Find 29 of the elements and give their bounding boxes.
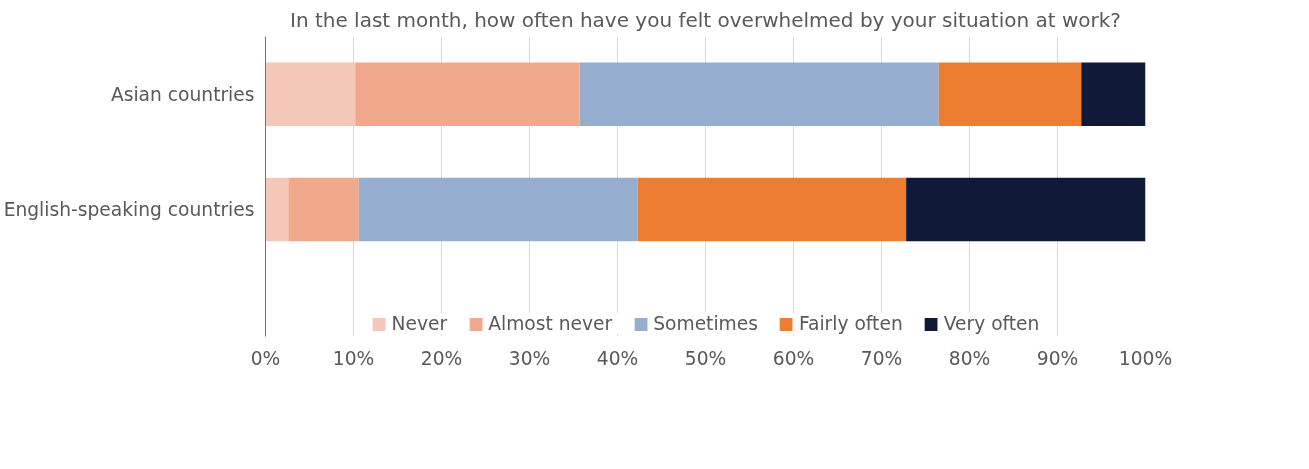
- bar: [1081, 62, 1146, 126]
- x-tick-label: 80%: [948, 347, 991, 369]
- legend-label: Sometimes: [653, 313, 758, 334]
- bar: [288, 177, 359, 242]
- x-tick-label: 40%: [596, 347, 639, 369]
- bar: [358, 177, 638, 242]
- x-tick-label: 90%: [1036, 347, 1079, 369]
- bar: [579, 62, 939, 126]
- bar: [938, 62, 1082, 126]
- bar: [265, 177, 289, 242]
- bar: [355, 62, 580, 126]
- x-tick-label: 50%: [684, 347, 727, 369]
- legend-label: Very often: [943, 313, 1040, 334]
- x-tick-label: 0%: [250, 347, 281, 369]
- y-tick-label: Asian countries: [110, 83, 255, 105]
- legend-label: Fairly often: [798, 313, 903, 334]
- bar: [265, 62, 356, 126]
- bar: [637, 177, 907, 242]
- legend-label: Never: [391, 313, 448, 334]
- x-tick-label: 20%: [420, 347, 463, 369]
- bar: [906, 177, 1146, 242]
- x-tick-label: 10%: [332, 347, 375, 369]
- legend-label: Almost never: [488, 313, 613, 334]
- chart-title: In the last month, how often have you felt overwhelmed by your situation at work?: [290, 7, 1121, 32]
- x-tick-label: 70%: [860, 347, 903, 369]
- x-tick-label: 30%: [508, 347, 551, 369]
- y-tick-label: English-speaking countries: [3, 199, 255, 221]
- x-tick-label: 60%: [772, 347, 815, 369]
- x-tick-label: 100%: [1118, 347, 1173, 369]
